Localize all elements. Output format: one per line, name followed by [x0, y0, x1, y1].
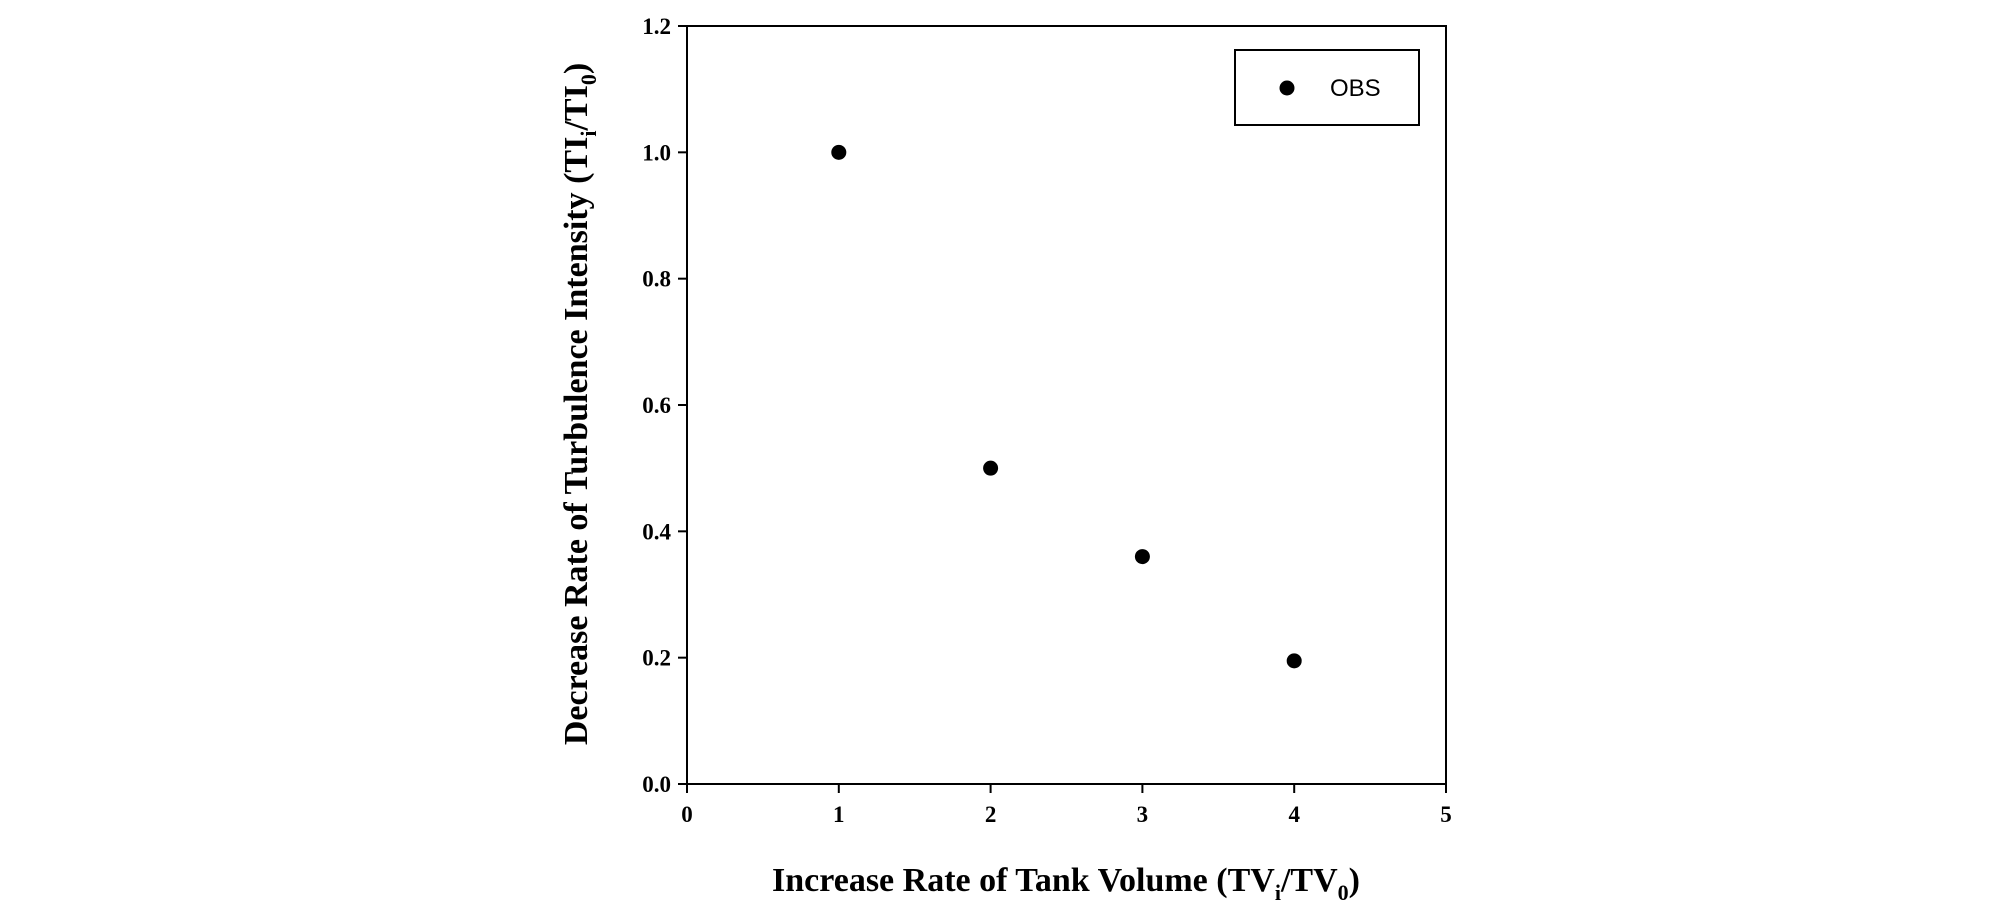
y-tick-label: 1.2 — [642, 14, 671, 39]
x-axis-ticks: 0 1 2 3 4 5 — [681, 784, 1452, 827]
y-tick-label: 0.0 — [642, 772, 671, 797]
y-axis-title-mid: /TI — [558, 85, 595, 131]
y-tick-label: 1.0 — [642, 140, 671, 165]
x-axis-title-main: Increase Rate of Tank Volume (TV — [772, 862, 1275, 899]
x-tick-label: 0 — [681, 802, 693, 827]
y-axis-title-main: Decrease Rate of Turbulence Intensity (T… — [558, 137, 595, 746]
y-tick-label: 0.4 — [642, 519, 671, 544]
y-tick-label: 0.8 — [642, 267, 671, 292]
y-axis-title-end: ) — [558, 63, 595, 74]
data-point — [983, 460, 999, 476]
y-tick-label: 0.2 — [642, 646, 671, 671]
x-axis-title-end: ) — [1349, 862, 1360, 899]
data-point — [1286, 653, 1302, 669]
plot-frame — [686, 25, 1447, 785]
legend-marker — [1279, 80, 1295, 96]
x-tick-label: 4 — [1288, 802, 1300, 827]
data-point — [831, 144, 847, 160]
legend: OBS — [1234, 49, 1420, 126]
x-tick-label: 3 — [1137, 802, 1149, 827]
legend-box — [1234, 49, 1420, 126]
y-tick-label: 0.6 — [642, 393, 671, 418]
y-axis-title-sub-0: 0 — [576, 74, 601, 85]
y-axis-title: Decrease Rate of Turbulence Intensity (T… — [558, 63, 601, 745]
data-point — [1134, 549, 1150, 565]
x-axis-title: Increase Rate of Tank Volume (TVi/TV0) — [772, 862, 1360, 905]
legend-label: OBS — [1330, 75, 1381, 102]
x-tick-label: 5 — [1440, 802, 1452, 827]
y-axis-ticks: 0.0 0.2 0.4 0.6 0.8 1.0 1.2 — [642, 14, 687, 797]
x-axis-title-sub-0: 0 — [1338, 880, 1349, 905]
x-tick-label: 1 — [833, 802, 845, 827]
x-tick-label: 2 — [985, 802, 997, 827]
data-points — [831, 144, 1302, 669]
y-axis-title-sub-i: i — [576, 131, 601, 137]
x-axis-title-mid: /TV — [1280, 862, 1338, 899]
x-axis-title-sub-i: i — [1275, 880, 1281, 905]
